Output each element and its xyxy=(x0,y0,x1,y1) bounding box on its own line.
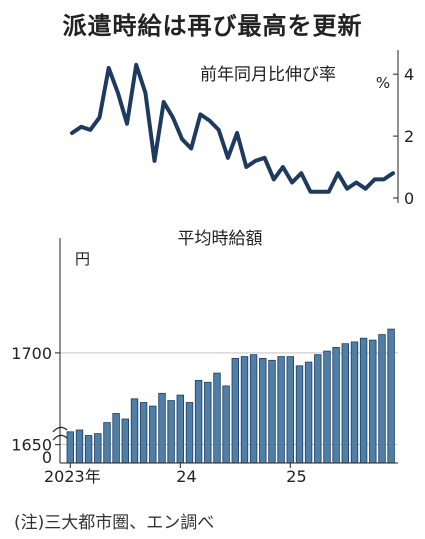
bar xyxy=(75,429,84,464)
bar xyxy=(304,361,313,464)
bar xyxy=(149,405,157,464)
bar xyxy=(84,435,93,464)
growth-rate-line xyxy=(70,62,395,194)
line-y-tick-label: 4 xyxy=(404,65,414,84)
bar xyxy=(295,365,304,464)
bar xyxy=(369,339,377,464)
bar xyxy=(350,341,359,464)
bar xyxy=(158,392,166,464)
bar xyxy=(222,385,230,464)
bar xyxy=(176,394,184,464)
bar xyxy=(323,350,331,464)
bar xyxy=(341,343,349,464)
line-unit-label: % xyxy=(376,74,390,92)
bar xyxy=(286,356,294,464)
axis-break-mark xyxy=(52,426,68,441)
bar-unit-label: 円 xyxy=(75,250,90,268)
bar xyxy=(167,400,175,464)
line-y-tick-label: 0 xyxy=(404,189,414,208)
bar-y-tick-label: 1650 xyxy=(11,436,52,455)
bar xyxy=(387,328,395,464)
bar-chart-title: 平均時給額 xyxy=(178,229,263,249)
x-tick-label: 24 xyxy=(176,467,196,486)
bar xyxy=(268,359,276,464)
bar-zero-label: 0 xyxy=(42,448,52,467)
bar xyxy=(213,372,221,464)
bar xyxy=(112,413,120,464)
bar xyxy=(121,418,129,464)
footnote: (注)三大都市圏、エン調べ xyxy=(14,513,215,533)
bar xyxy=(332,346,340,464)
bar xyxy=(259,357,267,464)
bar xyxy=(185,402,194,464)
bar xyxy=(359,337,368,464)
bar-y-tick-label: 1700 xyxy=(11,344,52,363)
x-tick-label: 2023年 xyxy=(44,467,101,486)
bar xyxy=(249,354,258,464)
line-chart-title: 前年同月比伸び率 xyxy=(200,65,336,85)
bar xyxy=(204,381,212,464)
bar xyxy=(194,379,203,464)
bar xyxy=(66,431,74,464)
bar xyxy=(139,402,148,464)
bar xyxy=(277,356,285,464)
bar xyxy=(378,334,386,464)
line-y-tick-label: 2 xyxy=(404,127,414,146)
chart-title: 派遣時給は再び最高を更新 xyxy=(62,12,363,40)
bar xyxy=(103,422,111,464)
bar xyxy=(130,398,139,464)
bar xyxy=(94,433,102,464)
bar xyxy=(231,357,239,464)
bar xyxy=(240,356,249,464)
x-tick-label: 25 xyxy=(286,467,306,486)
bar xyxy=(314,354,322,464)
